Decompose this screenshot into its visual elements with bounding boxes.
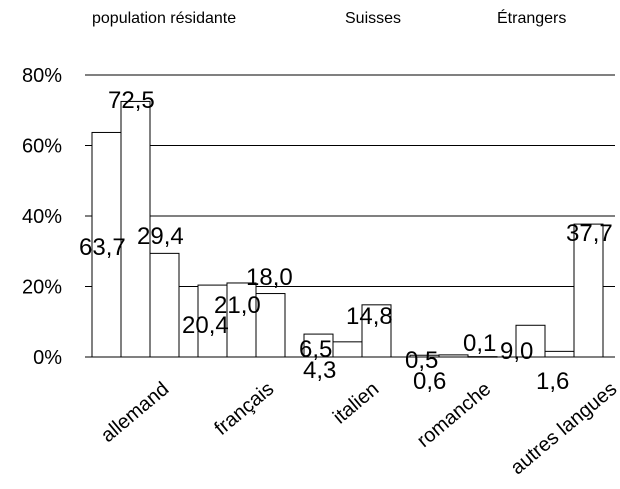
data-label-francais-suisses: 21,0 xyxy=(214,292,261,319)
data-label-allemand-suisses: 72,5 xyxy=(108,87,155,114)
data-label-italien-population-residante: 6,5 xyxy=(299,336,332,363)
data-label-autres-langues-etrangers: 37,7 xyxy=(566,220,613,247)
bar-autres-langues-population-residante xyxy=(515,324,546,358)
data-label-francais-etrangers: 18,0 xyxy=(246,264,293,291)
y-tick-label-40: 40% xyxy=(22,206,62,228)
bar-autres-langues-etrangers xyxy=(573,223,604,358)
data-label-autres-langues-suisses: 1,6 xyxy=(536,368,569,395)
data-label-romanche-suisses: 0,6 xyxy=(413,368,446,395)
data-label-italien-etrangers: 14,8 xyxy=(346,303,393,330)
x-tick-label-francais: français xyxy=(210,378,278,440)
data-label-autres-langues-population-residante: 9,0 xyxy=(500,338,533,365)
legend-entry-etrangers: Étrangers xyxy=(497,10,567,27)
data-label-romanche-population-residante: 0,5 xyxy=(405,347,438,374)
y-tick-label-60: 60% xyxy=(22,136,62,158)
x-tick-label-allemand: allemand xyxy=(97,378,173,447)
data-label-francais-population-residante: 20,4 xyxy=(182,312,229,339)
data-label-allemand-population-residante: 63,7 xyxy=(79,234,126,261)
data-label-italien-suisses: 4,3 xyxy=(303,357,336,384)
y-tick-label-80: 80% xyxy=(22,65,62,87)
x-tick-label-italien: italien xyxy=(329,378,383,428)
bar-italien-suisses xyxy=(332,341,363,358)
data-label-allemand-etrangers: 29,4 xyxy=(137,223,184,250)
data-label-romanche-etrangers: 0,1 xyxy=(463,330,496,357)
y-tick-label-0: 0% xyxy=(33,347,62,369)
bar-autres-langues-suisses xyxy=(544,350,575,358)
bar-allemand-etrangers xyxy=(149,252,180,358)
legend-entry-suisses: Suisses xyxy=(345,10,402,27)
legend-entry-population-residante: population résidante xyxy=(92,10,237,27)
y-tick-label-20: 20% xyxy=(22,277,62,299)
